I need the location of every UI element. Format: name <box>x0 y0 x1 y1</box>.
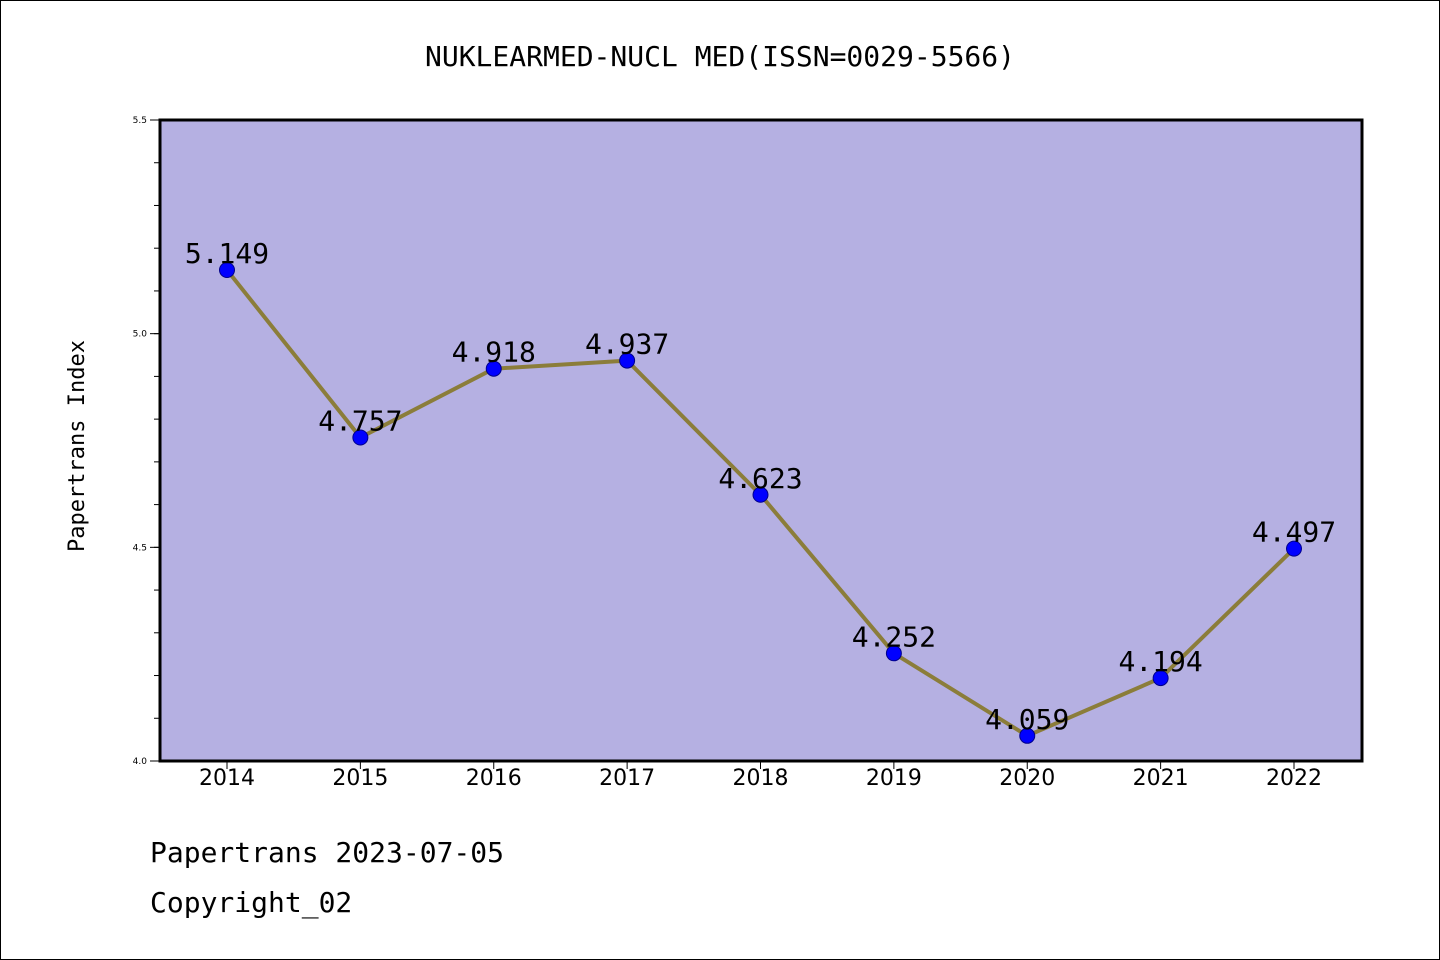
data-label: 4.497 <box>1252 516 1336 549</box>
x-tick-label: 2022 <box>1266 766 1322 791</box>
chart-title: NUKLEARMED-NUCL MED(ISSN=0029-5566) <box>425 40 1015 73</box>
data-point <box>619 352 636 369</box>
y-tick-label: 5.5 <box>133 116 147 126</box>
data-label: 5.149 <box>185 237 269 270</box>
data-point <box>752 486 769 503</box>
data-point <box>1152 670 1169 687</box>
data-point <box>352 429 369 446</box>
data-points <box>219 261 1302 744</box>
x-ticks: 2014 2015 2016 2017 2018 2019 2020 2021 2022 <box>199 761 1322 791</box>
y-axis-label: Papertrans Index <box>65 340 90 552</box>
data-point <box>885 645 902 662</box>
y-tick-label: 4.5 <box>133 543 147 553</box>
data-point <box>485 360 502 377</box>
plot-border <box>158 118 1364 763</box>
data-label: 4.194 <box>1118 645 1202 678</box>
x-tick-label: 2018 <box>733 766 789 791</box>
x-tick-label: 2020 <box>999 766 1055 791</box>
data-label: 4.918 <box>452 336 536 369</box>
x-tick-label: 2017 <box>599 766 655 791</box>
data-point <box>1286 540 1302 557</box>
data-label: 4.937 <box>585 328 669 361</box>
x-tick-label: 2015 <box>332 766 388 791</box>
data-label: 4.623 <box>718 462 802 495</box>
data-labels: 5.149 4.757 4.918 4.937 4.623 4.252 4.059 4.194… <box>185 237 1336 736</box>
x-tick-label: 2016 <box>466 766 522 791</box>
x-tick-label: 2021 <box>1133 766 1189 791</box>
data-point <box>1019 727 1036 744</box>
data-label: 4.059 <box>985 703 1069 736</box>
data-point <box>219 261 235 278</box>
x-tick-label: 2014 <box>199 766 255 791</box>
y-tick-label: 4.0 <box>133 757 148 767</box>
footer-date: Papertrans 2023-07-05 <box>150 836 505 869</box>
footer-copyright: Copyright_02 <box>150 886 353 919</box>
data-label: 4.757 <box>318 405 402 438</box>
y-major-ticks: 4.0 4.5 5.0 5.5 <box>133 116 160 767</box>
x-tick-label: 2019 <box>866 766 922 791</box>
data-label: 4.252 <box>852 620 936 653</box>
y-tick-label: 5.0 <box>133 330 148 340</box>
